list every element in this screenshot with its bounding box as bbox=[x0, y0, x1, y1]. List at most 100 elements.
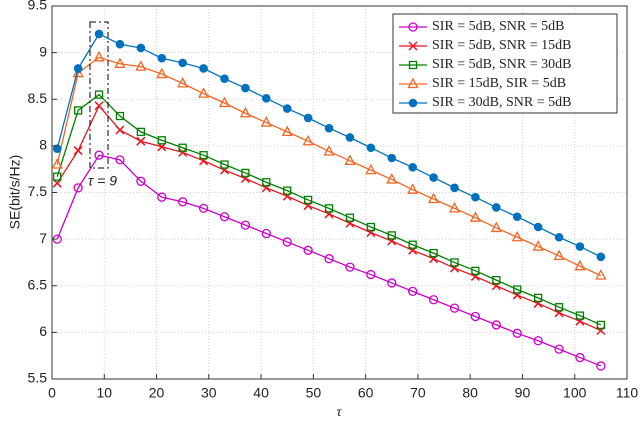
x-tick-label: 60 bbox=[358, 385, 374, 401]
marker bbox=[115, 39, 125, 49]
marker bbox=[303, 113, 313, 123]
legend-label: SIR = 5dB, SNR = 15dB bbox=[432, 38, 572, 53]
marker bbox=[51, 158, 63, 169]
series-layer bbox=[51, 29, 607, 371]
y-tick-label: 8.5 bbox=[28, 90, 48, 106]
marker bbox=[115, 155, 125, 165]
marker bbox=[262, 94, 271, 103]
marker bbox=[53, 172, 62, 181]
marker bbox=[408, 98, 418, 108]
marker bbox=[220, 74, 229, 84]
marker bbox=[240, 220, 251, 230]
marker bbox=[283, 186, 292, 195]
marker bbox=[387, 153, 397, 163]
legend-label: SIR = 5dB, SNR = 30dB bbox=[432, 57, 572, 72]
x-tick-label: 30 bbox=[201, 385, 217, 401]
marker bbox=[178, 197, 188, 207]
series-line bbox=[56, 56, 602, 277]
marker bbox=[261, 228, 271, 239]
marker bbox=[365, 163, 377, 175]
x-tick-label: 20 bbox=[149, 385, 165, 401]
marker bbox=[596, 361, 606, 371]
marker bbox=[408, 240, 417, 249]
marker bbox=[512, 212, 522, 222]
marker bbox=[471, 192, 480, 202]
marker bbox=[448, 201, 461, 213]
marker bbox=[262, 178, 271, 187]
marker bbox=[135, 60, 147, 71]
marker bbox=[73, 183, 83, 193]
marker bbox=[428, 192, 440, 204]
marker bbox=[72, 66, 84, 78]
marker bbox=[407, 183, 419, 194]
legend-label: SIR = 15dB, SIR = 5dB bbox=[432, 76, 566, 91]
marker bbox=[136, 43, 146, 53]
marker bbox=[575, 352, 585, 363]
x-tick-label: 110 bbox=[616, 385, 639, 401]
marker bbox=[512, 328, 522, 338]
marker bbox=[554, 344, 564, 354]
legend-label: SIR = 30dB, SNR = 5dB bbox=[432, 95, 572, 110]
y-tick-label: 9.5 bbox=[28, 0, 48, 13]
marker bbox=[408, 286, 418, 296]
marker bbox=[220, 160, 229, 169]
marker bbox=[491, 320, 501, 330]
marker bbox=[156, 67, 168, 79]
x-tick-label: 50 bbox=[306, 385, 322, 401]
marker bbox=[450, 258, 459, 267]
marker bbox=[198, 203, 209, 214]
marker bbox=[73, 106, 83, 115]
marker bbox=[260, 116, 272, 127]
marker bbox=[408, 60, 418, 70]
marker bbox=[178, 143, 187, 152]
y-tick-label: 7.5 bbox=[28, 183, 48, 199]
marker bbox=[470, 311, 481, 322]
marker bbox=[429, 173, 438, 182]
marker bbox=[73, 64, 83, 73]
marker bbox=[239, 106, 251, 118]
marker bbox=[303, 195, 313, 205]
y-tick-label: 7 bbox=[39, 230, 47, 246]
x-tick-label: 40 bbox=[253, 385, 269, 401]
marker bbox=[428, 295, 439, 305]
marker bbox=[199, 151, 208, 160]
marker bbox=[574, 259, 586, 271]
y-tick-label: 6 bbox=[39, 323, 47, 339]
marker bbox=[387, 278, 397, 288]
marker bbox=[93, 50, 105, 62]
marker bbox=[408, 163, 417, 172]
x-tick-label: 90 bbox=[515, 385, 531, 401]
x-tick-label: 10 bbox=[96, 385, 112, 401]
marker bbox=[114, 57, 126, 68]
marker bbox=[532, 240, 544, 251]
marker bbox=[198, 87, 210, 98]
marker bbox=[408, 22, 418, 32]
y-axis-label: SE(bit/s/Hz) bbox=[7, 155, 23, 230]
marker bbox=[595, 269, 607, 280]
marker bbox=[511, 230, 523, 242]
marker bbox=[533, 293, 543, 303]
legend-label: SIR = 5dB, SNR = 5dB bbox=[432, 19, 565, 34]
marker bbox=[157, 53, 167, 63]
marker bbox=[136, 136, 146, 146]
annotation: τ = 9 bbox=[88, 173, 117, 189]
marker bbox=[492, 276, 501, 285]
marker bbox=[177, 77, 189, 88]
marker bbox=[533, 336, 543, 346]
marker bbox=[94, 29, 104, 39]
series-line bbox=[56, 93, 602, 326]
marker bbox=[345, 133, 355, 142]
marker bbox=[575, 311, 585, 320]
marker bbox=[407, 77, 419, 89]
marker bbox=[553, 249, 565, 261]
marker bbox=[345, 213, 355, 222]
marker bbox=[408, 41, 418, 51]
marker bbox=[178, 58, 187, 68]
marker bbox=[366, 222, 376, 232]
marker bbox=[94, 150, 104, 160]
marker bbox=[596, 252, 606, 262]
marker bbox=[94, 90, 104, 99]
x-tick-label: 70 bbox=[410, 385, 426, 401]
marker bbox=[387, 231, 396, 240]
